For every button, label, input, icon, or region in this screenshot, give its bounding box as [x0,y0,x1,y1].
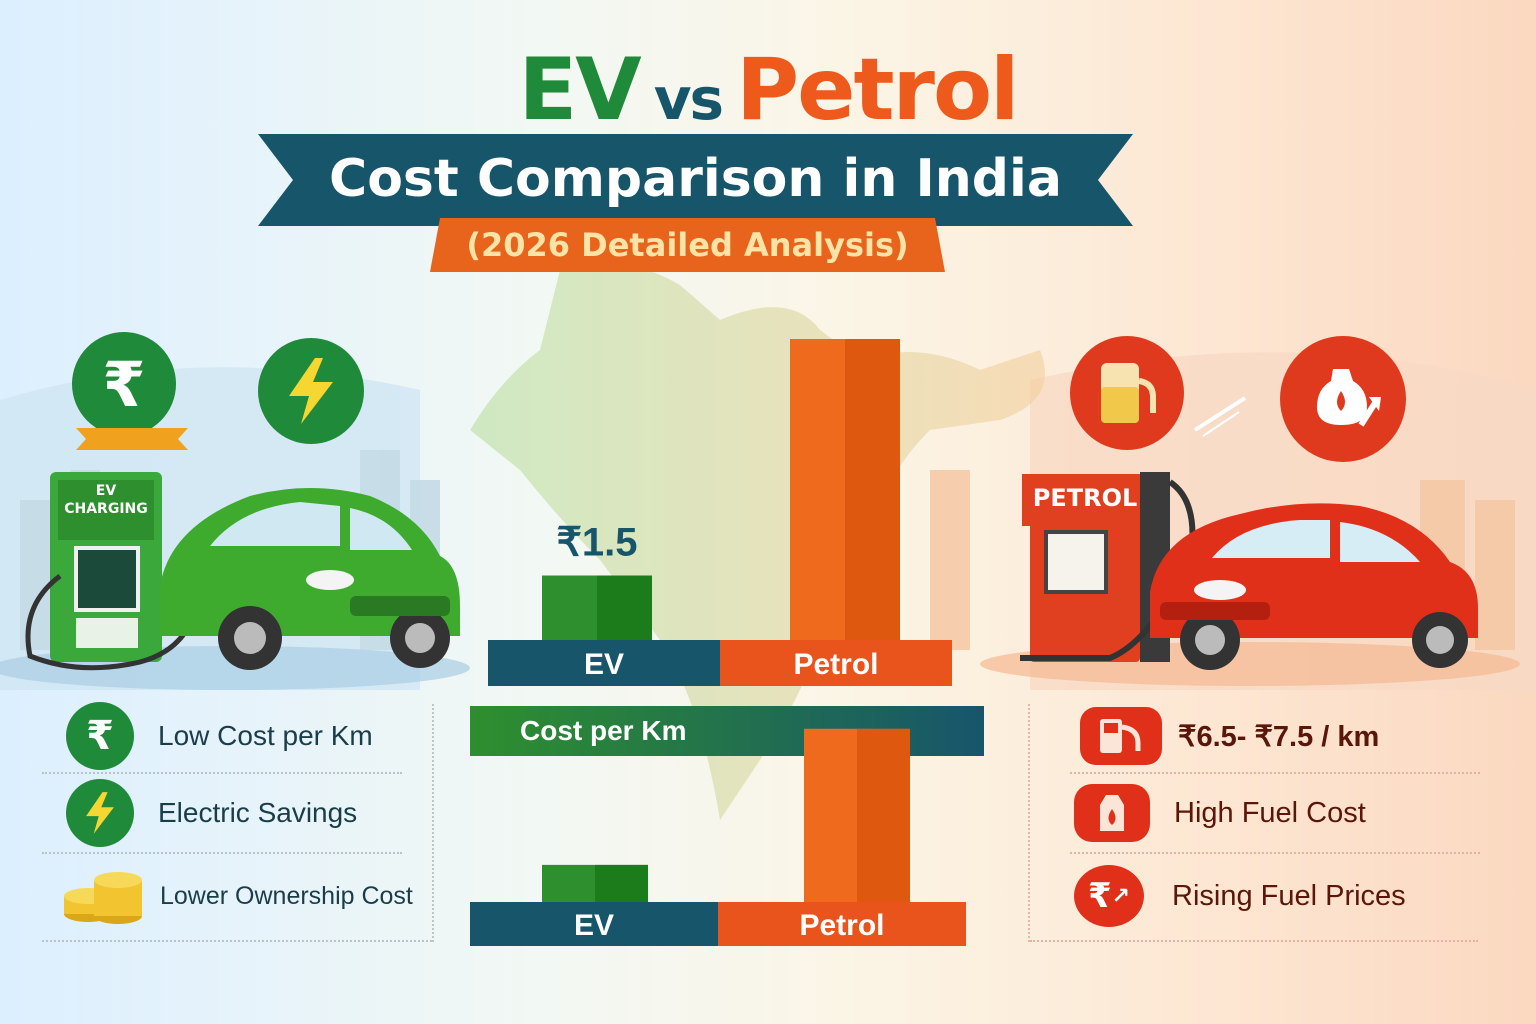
cost-bar-chart-bottom: EV Petrol [470,728,966,946]
category-label-ev: EV [584,648,624,681]
left-panel-bottom [42,940,432,942]
cost-per-km-title: Cost per Km [520,715,687,746]
feature-label: Low Cost per Km [158,720,373,751]
category-label-petrol: Petrol [799,909,884,942]
left-feature-item: ₹ Low Cost per Km [42,700,422,772]
coins-icon [64,872,142,924]
left-feature-item: Lower Ownership Cost [42,854,422,938]
rupee-icon: ₹ [66,702,134,770]
petrol-pump-screen [1044,530,1108,594]
bar-petrol [790,339,900,640]
banner-title: Cost Comparison in India [329,149,1062,209]
feature-label: Rising Fuel Prices [1172,879,1406,912]
fuel-can-icon [1074,784,1150,842]
right-panel-divider [1028,704,1030,942]
right-feature-list: ₹6.5- ₹7.5 / km High Fuel Cost ₹ ↗ Rising… [1044,700,1480,938]
right-feature-item: ₹ ↗ Rising Fuel Prices [1044,854,1480,938]
india-map [470,262,1045,820]
left-feature-list: ₹ Low Cost per Km Electric Savings Lower… [42,700,422,938]
petrol-pump-illustration [1020,472,1478,670]
divider [1070,772,1480,774]
cost-bar-chart-top: EV ₹1.5 Petrol ₹7.0 [488,320,952,686]
feature-label: ₹6.5- ₹7.5 / km [1178,720,1380,753]
lightning-icon [66,779,134,847]
divider [42,772,402,774]
ev-charger-screen [74,546,140,612]
feature-label: Electric Savings [158,797,358,828]
feature-label: High Fuel Cost [1174,796,1366,829]
ev-charger-label: EV CHARGING [64,483,148,517]
data-label-ev: ₹1.5 [556,521,637,565]
bar-ev [542,575,652,640]
data-label-petrol: ₹7.0 [804,320,885,328]
title-ev: EV [518,40,641,140]
rising-rupee-icon: ₹ ↗ [1074,865,1144,927]
right-feature-item: High Fuel Cost [1044,774,1480,852]
category-label-ev: EV [574,909,614,942]
category-label-petrol: Petrol [793,648,878,681]
bar-shade-petrol [857,728,910,902]
ribbon-arrow-icon [76,428,188,450]
left-panel-divider [432,704,434,942]
petrol-pump-label: PETROL [1032,484,1138,512]
title-ribbon [258,134,1133,226]
divider [1070,852,1480,854]
category-block-petrol [720,640,952,686]
fuel-gauge-icon [1070,336,1184,450]
fuel-price-rise-icon [1280,336,1406,462]
spark-lines [1193,396,1247,437]
title-vs: vs [653,65,724,133]
left-feature-item: Electric Savings [42,774,422,852]
subtitle-ribbon [430,218,945,272]
title-petrol: Petrol [736,40,1019,140]
category-block-ev [470,902,718,946]
right-panel-bottom [1030,940,1478,942]
bar-ev [542,864,648,902]
feature-label: Lower Ownership Cost [160,881,413,910]
lightning-icon [258,338,364,444]
bar-shade-petrol [845,339,900,640]
bar-shade-ev [597,575,652,640]
rupee-icon: ₹ [72,332,176,436]
right-feature-item: ₹6.5- ₹7.5 / km [1044,700,1480,772]
ev-charging-illustration [25,472,460,671]
subtitle: (2026 Detailed Analysis) [466,226,909,264]
page-title: EV vs Petrol [0,40,1536,149]
bar-shade-ev [595,864,648,902]
bar-petrol [804,728,910,902]
category-block-ev [488,640,720,686]
category-block-petrol [718,902,966,946]
fuel-pump-icon [1080,707,1162,765]
divider [42,852,402,854]
